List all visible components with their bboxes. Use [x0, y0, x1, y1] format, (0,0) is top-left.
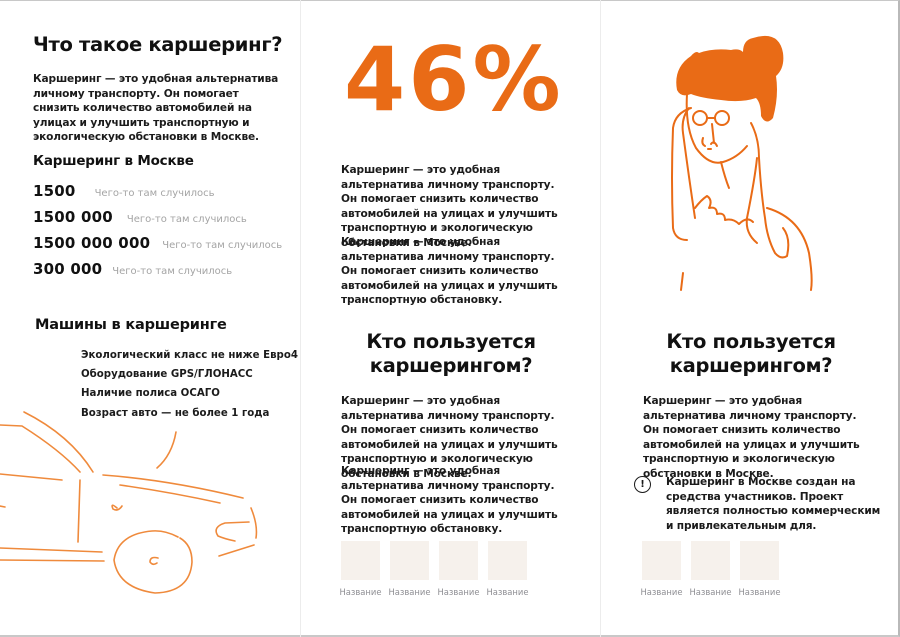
thumbnail-label: Название — [339, 587, 382, 597]
section-heading: Кто пользуется каршерингом? — [666, 330, 836, 377]
thumbnail-label: Название — [437, 587, 480, 597]
thumbnail-label: Название — [486, 587, 529, 597]
stat-row: 1500 000 Чего-то там случилось — [33, 208, 247, 226]
thumbnail-item[interactable]: Название — [437, 541, 480, 597]
thumbnail-grid: Название Название Название Название — [339, 541, 529, 597]
exclamation-circle-icon: ! — [634, 476, 651, 493]
stat-description: Чего-то там случилось — [112, 266, 233, 277]
intro-paragraph: Каршеринг — это удобная альтернатива лич… — [33, 73, 279, 144]
thumbnail-item[interactable]: Название — [388, 541, 431, 597]
thumbnail-image-placeholder — [390, 541, 429, 580]
panel-statistics: 46% Каршеринг — это удобная альтернатива… — [300, 0, 600, 637]
thumbnail-item[interactable]: Название — [738, 541, 781, 597]
feature-item: Экологический класс не ниже Евро4 — [81, 350, 298, 361]
stat-row: 1500 000 000 Чего-то там случилось — [33, 234, 282, 252]
page-title: Что такое каршеринг? — [33, 33, 283, 56]
thumbnail-label: Название — [640, 587, 683, 597]
thumbnail-image-placeholder — [642, 541, 681, 580]
car-illustration — [0, 411, 258, 594]
stat-row: 1500 Чего-то там случилось — [33, 182, 214, 200]
notice-block: ! Каршеринг в Москве создан на средства … — [634, 475, 881, 533]
feature-item: Оборудование GPS/ГЛОНАСС — [81, 369, 253, 381]
thumbnail-image-placeholder — [740, 541, 779, 580]
stat-row: 300 000 Чего-то там случилось — [33, 260, 232, 278]
stat-description: Чего-то там случилось — [162, 240, 283, 251]
thumbnail-label: Название — [388, 587, 431, 597]
paragraph: Каршеринг — это удобная альтернатива лич… — [341, 236, 558, 307]
stat-value: 1500 000 — [33, 208, 113, 226]
thumbnail-image-placeholder — [439, 541, 478, 580]
thumbnail-item[interactable]: Название — [339, 541, 382, 597]
thumbnail-item[interactable]: Название — [689, 541, 732, 597]
features-list: Экологический класс не ниже Евро4 Оборуд… — [81, 346, 298, 423]
paragraph: Каршеринг — это удобная альтернатива лич… — [643, 395, 860, 480]
thumbnail-label: Название — [738, 587, 781, 597]
feature-item: Возраст авто — не более 1 года — [81, 407, 270, 419]
panel-what-is-carsharing: Что такое каршеринг? Каршеринг — это удо… — [0, 0, 300, 637]
stat-value: 1500 000 000 — [33, 234, 151, 252]
stats-heading: Каршеринг в Москве — [33, 153, 194, 169]
stat-value: 300 000 — [33, 260, 103, 278]
feature-item: Наличие полиса ОСАГО — [81, 388, 220, 400]
thumbnail-item[interactable]: Название — [486, 541, 529, 597]
panel-who-uses: Кто пользуется каршерингом? Каршеринг — … — [600, 0, 900, 637]
notice-text: Каршеринг в Москве создан на средства уч… — [666, 476, 881, 532]
paragraph: Каршеринг — это удобная альтернатива лич… — [341, 164, 558, 249]
woman-illustration — [671, 35, 813, 291]
thumbnail-image-placeholder — [488, 541, 527, 580]
thumbnail-image-placeholder — [691, 541, 730, 580]
stat-value: 1500 — [33, 182, 76, 200]
big-percentage: 46% — [344, 28, 564, 131]
thumbnail-item[interactable]: Название — [640, 541, 683, 597]
thumbnail-grid: Название Название Название — [640, 541, 781, 597]
section-heading: Кто пользуется каршерингом? — [366, 330, 536, 377]
stat-description: Чего-то там случилось — [94, 188, 215, 199]
thumbnail-label: Название — [689, 587, 732, 597]
cars-heading: Машины в каршеринге — [35, 317, 227, 333]
stat-description: Чего-то там случилось — [126, 214, 247, 225]
paragraph: Каршеринг — это удобная альтернатива лич… — [341, 395, 558, 480]
thumbnail-image-placeholder — [341, 541, 380, 580]
paragraph: Каршеринг — это удобная альтернатива лич… — [341, 465, 558, 536]
